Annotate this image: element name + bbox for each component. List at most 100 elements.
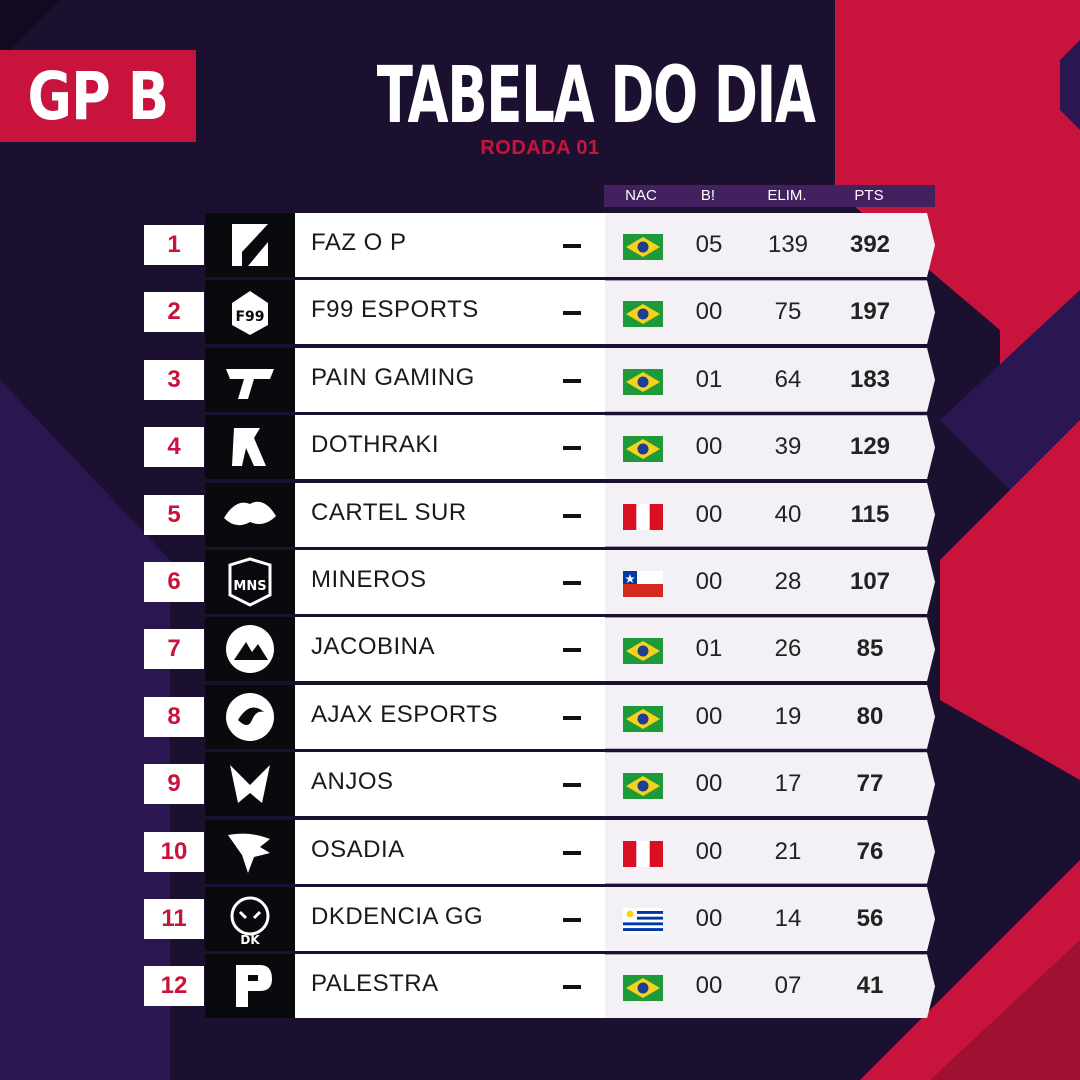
rank-number: 9	[167, 770, 181, 798]
team-name-cell: F99 ESPORTS	[295, 280, 605, 345]
rank-number: 5	[167, 500, 181, 528]
svg-text:MNS: MNS	[233, 579, 266, 594]
team-stats-cell: 01 64 183	[605, 347, 935, 412]
table-row-7: 7 JACOBINA 01 26 85	[0, 617, 1080, 682]
team-name: ANJOS	[311, 768, 394, 796]
booyah-count: 00	[695, 298, 723, 326]
table-row-9: 9 ANJOS 00 17 77	[0, 752, 1080, 817]
rank-badge: 7	[144, 629, 204, 670]
points: 56	[856, 905, 884, 932]
svg-text:DK: DK	[240, 933, 260, 946]
team-name-cell: ANJOS	[295, 752, 605, 817]
team-logo-cell	[205, 617, 295, 682]
page-subtitle: RODADA 01	[480, 137, 600, 159]
table-row-6: 6 MNS MINEROS 00 28 107	[0, 550, 1080, 614]
rank-number: 8	[167, 702, 181, 730]
jacobina-logo-icon	[226, 625, 274, 674]
booyah-count: 00	[695, 433, 723, 461]
left-purple-shape	[0, 380, 170, 1080]
booyah-count: 01	[695, 635, 723, 663]
team-name-cell: DKDENCIA GG	[295, 887, 605, 951]
eliminations: 64	[774, 365, 802, 393]
team-stats-cell: 00 14 56	[605, 887, 935, 951]
header-elim: ELIM.	[767, 187, 807, 204]
position-change-dash-icon	[563, 311, 581, 316]
faz-o-p-logo-icon	[232, 224, 268, 266]
table-row-2: 2 F99 F99 ESPORTS 00 75 197	[0, 280, 1080, 345]
rank-badge: 5	[144, 494, 204, 535]
eliminations: 75	[774, 298, 802, 326]
booyah-count: 00	[695, 500, 723, 528]
points: 392	[849, 231, 891, 258]
team-stats-cell: 00 28 107	[605, 550, 935, 614]
position-change-dash-icon	[563, 581, 581, 585]
table-row-1: 1 FAZ O P 05 139 392	[0, 213, 1080, 277]
points: 76	[856, 837, 884, 865]
booyah-count: 00	[695, 770, 723, 798]
team-logo-cell	[205, 752, 295, 817]
team-stats-cell: 00 21 76	[605, 819, 935, 884]
team-logo-cell: DK	[205, 887, 295, 951]
team-name: OSADIA	[311, 835, 405, 863]
table-row-5: 5 CARTEL SUR 00 40 115	[0, 482, 1080, 547]
rank-badge: 1	[144, 225, 204, 265]
team-name-cell: PAIN GAMING	[295, 347, 605, 412]
team-name-cell: OSADIA	[295, 819, 605, 884]
team-name: DKDENCIA GG	[311, 903, 484, 930]
team-name: JACOBINA	[311, 633, 436, 661]
table-row-12: 12 PALESTRA 00 07 41	[0, 954, 1080, 1019]
points: 85	[856, 635, 884, 663]
table-row-10: 10 OSADIA 00 21 76	[0, 819, 1080, 884]
booyah-count: 01	[695, 365, 723, 393]
rank-number: 2	[167, 298, 181, 326]
rank-number: 3	[167, 365, 181, 393]
osadia-logo-icon	[228, 833, 270, 873]
team-name-cell: AJAX ESPORTS	[295, 684, 605, 749]
table-row-4: 4 DOTHRAKI 00 39 129	[0, 415, 1080, 480]
position-change-dash-icon	[563, 513, 581, 518]
team-logo-cell: MNS	[205, 550, 295, 614]
mineros-logo-icon: MNS	[228, 557, 272, 607]
points: 197	[849, 298, 891, 326]
eliminations: 19	[774, 702, 802, 730]
uruguay-flag-icon	[623, 908, 663, 934]
team-name-cell: FAZ O P	[295, 213, 605, 277]
position-change-dash-icon	[563, 446, 581, 451]
booyah-count: 00	[695, 702, 723, 730]
brazil-flag-icon	[623, 234, 663, 260]
svg-text:F99: F99	[235, 309, 264, 325]
points: 80	[856, 702, 884, 730]
brazil-flag-icon	[623, 301, 663, 328]
team-name-cell: JACOBINA	[295, 617, 605, 682]
team-stats-cell: 00 07 41	[605, 954, 935, 1019]
team-logo-cell	[205, 213, 295, 277]
position-change-dash-icon	[563, 850, 581, 855]
rank-badge: 12	[144, 966, 204, 1007]
team-name-cell: CARTEL SUR	[295, 482, 605, 547]
team-stats-cell: 00 40 115	[605, 482, 935, 547]
team-name: F99 ESPORTS	[311, 296, 479, 324]
brazil-flag-icon	[623, 773, 663, 800]
rank-badge: 6	[144, 562, 204, 602]
rank-number: 7	[167, 635, 181, 663]
group-badge: GP B	[0, 50, 196, 142]
team-stats-cell: 00 39 129	[605, 415, 935, 480]
team-name: FAZ O P	[311, 229, 407, 256]
team-name-cell: MINEROS	[295, 550, 605, 614]
rank-badge: 10	[144, 831, 204, 872]
rank-badge: 9	[144, 764, 204, 805]
position-change-dash-icon	[563, 715, 581, 720]
team-logo-cell	[205, 819, 295, 884]
chile-flag-icon	[623, 571, 663, 597]
eliminations: 17	[774, 770, 802, 798]
eliminations: 28	[774, 568, 802, 595]
team-name-cell: DOTHRAKI	[295, 415, 605, 480]
table-header: NAC B! ELIM. PTS	[604, 185, 935, 207]
table-row-11: 11 DK DKDENCIA GG 00 14 56	[0, 887, 1080, 951]
points: 107	[849, 568, 891, 595]
team-stats-cell: 00 75 197	[605, 280, 935, 345]
pain-gaming-logo-icon	[226, 368, 274, 399]
position-change-dash-icon	[563, 918, 581, 922]
points: 41	[856, 972, 884, 1000]
rank-number: 12	[160, 972, 188, 1000]
